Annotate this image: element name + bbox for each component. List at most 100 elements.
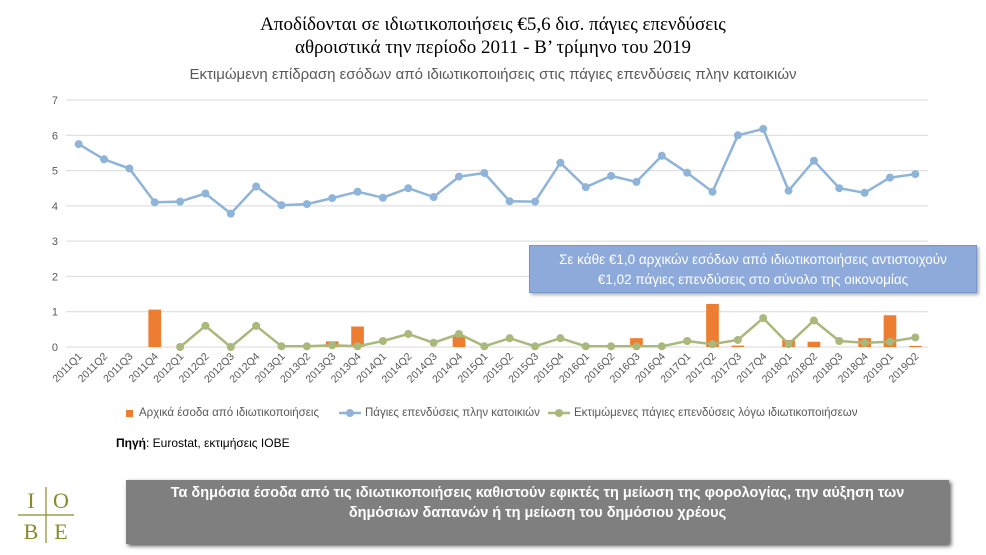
legend-swatch-investment [339,409,361,417]
point-s2-2016Q2 [607,342,616,351]
bar-2019Q1 [883,315,897,347]
y-tick-label: 3 [52,236,58,248]
point-s1-2014Q2 [404,184,413,193]
point-s2-2016Q3 [632,342,641,351]
point-s2-2014Q3 [429,338,438,347]
y-tick-label: 6 [52,130,58,142]
point-s1-2019Q2 [911,170,920,179]
point-s2-2013Q4 [353,342,362,351]
point-s2-2012Q3 [226,343,235,351]
point-s2-2018Q2 [809,316,818,325]
bar-2017Q2 [706,303,719,347]
point-s1-2016Q4 [657,151,666,160]
point-s1-2014Q4 [454,172,463,181]
y-tick-label: 0 [52,342,58,354]
legend-swatch-estimated [548,409,570,417]
logo-letter-2: O [53,488,69,513]
point-s2-2017Q4 [759,314,768,323]
callout-line-2: €1,02 πάγιες επενδύσεις στο σύνολο της ο… [597,272,909,287]
point-s2-2013Q3 [328,341,337,350]
logo-letter-3: B [24,519,39,544]
legend-label-bars: Αρχικά έσοδα από ιδιωτικοποιήσεις [139,407,320,419]
point-s1-2016Q2 [607,171,616,180]
point-s1-2019Q1 [885,173,894,182]
point-s1-2011Q2 [100,155,109,164]
point-s1-2011Q3 [125,164,134,173]
point-s2-2017Q1 [683,337,692,346]
point-s2-2014Q1 [378,337,387,346]
point-s1-2018Q4 [860,188,869,197]
point-s1-2013Q4 [353,187,362,196]
point-s1-2015Q4 [556,158,565,167]
point-s2-2015Q4 [556,334,565,343]
legend-swatch-bars [126,409,133,417]
point-s2-2017Q3 [733,335,742,344]
y-tick-label: 1 [52,307,58,319]
point-s2-2018Q1 [784,340,793,349]
point-s1-2018Q3 [835,184,844,193]
point-s2-2016Q4 [657,342,666,351]
chart-area: 012345672011Q12011Q22011Q32011Q42012Q120… [50,95,928,386]
point-s2-2013Q2 [302,342,311,351]
point-s1-2012Q4 [252,182,261,191]
point-s2-2019Q2 [911,333,920,342]
point-s2-2017Q2 [708,340,717,349]
point-s1-2013Q2 [302,200,311,209]
point-s1-2016Q3 [632,177,641,186]
legend-label-estimated: Εκτιμώμενες πάγιες επενδύσεις λόγω ιδιωτ… [574,407,858,419]
point-s1-2018Q2 [809,156,818,165]
point-s1-2017Q2 [708,187,717,196]
point-s2-2019Q1 [885,337,894,346]
bar-2013Q4 [351,326,364,347]
bar-2019Q2 [908,345,922,347]
point-s1-2012Q3 [226,209,235,218]
bar-2011Q4 [148,309,162,347]
series-line-2 [179,316,916,349]
banner-line-1: Τα δημόσια έσοδα από τις ιδιωτικοποιήσει… [170,485,905,501]
bar-2018Q2 [807,341,821,347]
legend-item-investment: Πάγιες επενδύσεις πλην κατοικιών [339,404,540,422]
point-s1-2015Q1 [480,169,489,178]
source-label: Πηγή [116,436,146,450]
point-s1-2011Q4 [150,198,159,207]
point-s1-2017Q1 [683,168,692,177]
point-s2-2018Q4 [860,338,869,347]
point-s1-2011Q1 [74,140,83,149]
bar-2017Q3 [731,345,745,347]
iobe-logo-icon: I O B E [18,487,74,544]
point-s1-2016Q1 [581,183,590,192]
point-s2-2016Q1 [581,342,590,351]
logo-letter-4: E [54,519,67,544]
point-s1-2018Q1 [784,186,793,195]
callout-box: Σε κάθε €1,0 αρχικών εσόδων από ιδιωτικο… [529,245,977,293]
point-s1-2015Q2 [505,197,514,206]
point-s2-2014Q2 [404,329,413,338]
point-s2-2013Q1 [277,342,286,351]
callout-line-1: Σε κάθε €1,0 αρχικών εσόδων από ιδιωτικο… [559,252,947,267]
source-note: Πηγή: Eurostat, εκτιμήσεις ΙΟΒΕ [116,436,290,450]
legend-item-estimated: Εκτιμώμενες πάγιες επενδύσεις λόγω ιδιωτ… [548,404,857,422]
point-s2-2015Q1 [480,342,489,351]
logo-letter-1: I [27,488,34,513]
point-s1-2017Q3 [733,131,742,140]
legend-label-investment: Πάγιες επενδύσεις πλην κατοικιών [365,407,540,419]
summary-banner: Τα δημόσια έσοδα από τις ιδιωτικοποιήσει… [126,480,949,544]
point-s1-2014Q1 [378,193,387,202]
point-s2-2014Q4 [454,329,463,338]
point-s2-2012Q4 [252,321,261,330]
point-s1-2013Q3 [328,194,337,203]
legend-item-bars: Αρχικά έσοδα από ιδιωτικοποιήσεις [126,404,319,422]
series-line-1 [78,127,916,215]
point-s2-2012Q2 [201,321,210,330]
source-text: : Eurostat, εκτιμήσεις ΙΟΒΕ [146,436,290,450]
y-tick-label: 2 [52,271,58,283]
point-s1-2012Q2 [201,189,210,198]
point-s1-2017Q4 [759,124,768,133]
point-s2-2015Q3 [531,342,540,351]
point-s1-2013Q1 [277,201,286,210]
point-s1-2014Q3 [429,193,438,202]
y-tick-label: 4 [52,201,58,213]
title-line-1: Αποδίδονται σε ιδιωτικοποιήσεις €5,6 δισ… [260,14,726,35]
title-line-2: αθροιστικά την περίοδο 2011 - Β’ τρίμηνο… [295,37,691,58]
point-s2-2012Q1 [176,343,185,351]
